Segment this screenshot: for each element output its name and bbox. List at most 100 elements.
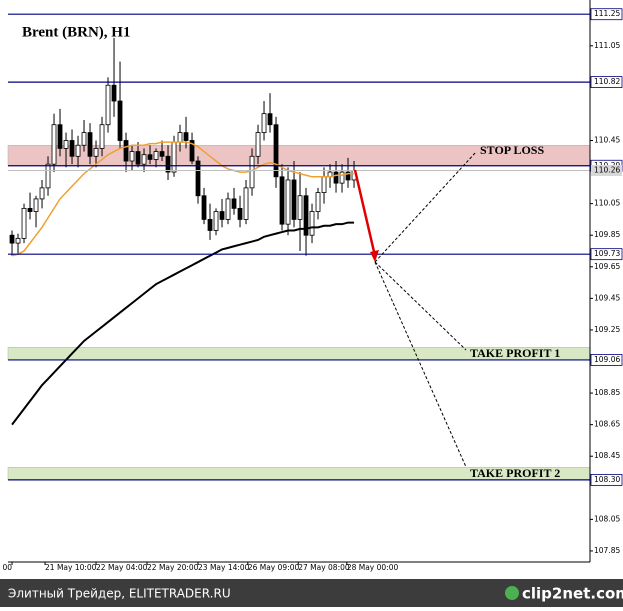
candle-body <box>15 237 21 244</box>
candle-body <box>177 132 183 143</box>
candle-body <box>117 100 123 141</box>
candle-body <box>201 195 207 220</box>
plot-layer: 107.85 108.05 108.45 108.65 108.85 109.25 109.… <box>2 8 623 572</box>
candle-body <box>267 113 273 126</box>
candle-body <box>159 151 165 157</box>
candle-body <box>195 160 201 197</box>
candle-body <box>21 207 27 239</box>
x-tick-label: 26 May 09:00 <box>248 563 300 572</box>
candle-body <box>345 171 351 181</box>
level-label-box <box>590 76 623 88</box>
candle-body <box>123 140 129 162</box>
candle-body <box>171 141 177 173</box>
footer-logo: clip2net.com <box>522 585 623 603</box>
level-label-box <box>590 354 623 366</box>
candle-body <box>81 132 87 146</box>
candle-body <box>315 192 321 212</box>
y-tick-label: 109.25 <box>594 325 620 334</box>
candle-body <box>213 211 219 231</box>
candle-body <box>219 211 225 220</box>
candle-body <box>93 147 99 157</box>
forecast-arrow <box>353 169 377 257</box>
candle-body <box>243 187 249 220</box>
y-tick-label: 108.65 <box>594 420 620 429</box>
x-tick-label: 22 May 04:00 <box>96 563 148 572</box>
candle-body <box>141 154 147 165</box>
candle-body <box>225 198 231 220</box>
candle-body <box>129 151 135 162</box>
level-label-box <box>590 8 623 21</box>
candle-body <box>45 163 51 189</box>
candle-body <box>189 140 195 162</box>
y-tick-label: 109.85 <box>594 230 620 239</box>
level-label: 108.30 <box>594 475 620 484</box>
candle-body <box>237 207 243 220</box>
candle-body <box>111 84 117 102</box>
candle-body <box>87 132 93 157</box>
y-tick-label: 108.85 <box>594 388 620 397</box>
y-tick-label: 110.05 <box>594 199 620 208</box>
y-tick-label: 108.45 <box>594 451 620 460</box>
moving-average <box>11 221 355 426</box>
x-tick-label: 22 May 20:00 <box>147 563 199 572</box>
zone-label: TAKE PROFIT 2 <box>470 466 560 480</box>
candle-body <box>207 219 213 231</box>
candle-body <box>291 179 297 220</box>
footer-text: Элитный Трейдер, ELITETRADER.RU <box>8 587 231 601</box>
candle-body <box>39 187 45 200</box>
candle-body <box>105 84 111 126</box>
candle-body <box>165 155 171 173</box>
candle-body <box>255 132 261 157</box>
candle-body <box>135 151 141 165</box>
y-tick-label: 109.45 <box>594 293 620 302</box>
x-tick-label: 23 May 14:00 <box>198 563 250 572</box>
candle-body <box>147 154 153 160</box>
candle-body <box>231 198 237 209</box>
candle-body <box>75 144 81 157</box>
candle-body <box>303 195 309 236</box>
level-label-box <box>590 248 623 261</box>
y-tick-label: 110.45 <box>594 136 620 145</box>
candle-body <box>261 113 267 134</box>
y-tick-label: 107.85 <box>594 546 620 555</box>
candle-body <box>321 176 327 193</box>
candle-body <box>9 234 15 244</box>
x-tick-label: 21 May 10:00 <box>45 563 97 572</box>
y-tick-label: 111.05 <box>594 41 620 50</box>
candle-body <box>333 171 339 184</box>
logo-icon <box>505 586 519 600</box>
candle-body <box>27 207 33 212</box>
level-label: 109.06 <box>594 355 620 364</box>
level-label: 111.25 <box>594 9 620 18</box>
last-price-label: 110.26 <box>594 165 620 174</box>
last-price-box <box>591 164 622 176</box>
y-tick-label: 109.65 <box>594 262 620 271</box>
candle-body <box>273 124 279 178</box>
zone-label: TAKE PROFIT 1 <box>470 346 560 360</box>
candle-body <box>285 179 291 225</box>
footer-bar <box>0 579 623 607</box>
level-label: 110.82 <box>594 77 620 86</box>
x-tick-label: 28 May 00:00 <box>347 563 399 572</box>
candle-body <box>153 151 159 160</box>
projection-line <box>374 261 467 351</box>
candle-body <box>279 176 285 225</box>
candle-body <box>57 124 63 149</box>
candle-body <box>63 140 69 149</box>
x-tick-label: 00 <box>2 563 12 572</box>
candle-body <box>339 171 345 184</box>
candle-body <box>297 195 303 220</box>
projection-line <box>374 261 467 468</box>
y-tick-label: 108.05 <box>594 514 620 523</box>
chart-title: Brent (BRN), H1 <box>22 24 130 40</box>
forecast-arrowhead <box>370 250 379 262</box>
x-tick-label: 27 May 08:00 <box>298 563 350 572</box>
candle-body <box>183 132 189 141</box>
candle-body <box>99 124 105 149</box>
candle-body <box>51 124 57 165</box>
candle-body <box>69 140 75 157</box>
candle-body <box>249 155 255 189</box>
level-label-box <box>590 474 623 486</box>
